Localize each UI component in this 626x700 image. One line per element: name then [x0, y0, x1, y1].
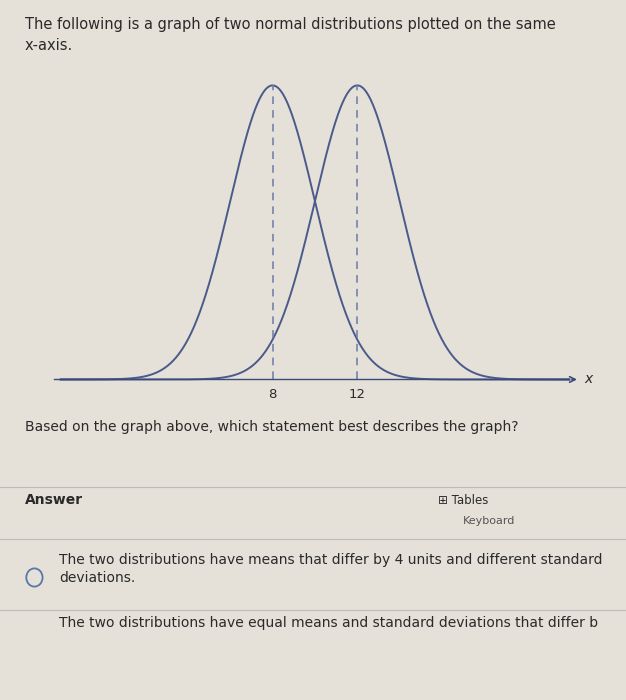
- Text: Answer: Answer: [25, 494, 83, 508]
- Text: Keyboard: Keyboard: [463, 516, 516, 526]
- Text: The following is a graph of two normal distributions plotted on the same
x-axis.: The following is a graph of two normal d…: [25, 18, 556, 53]
- Text: The two distributions have equal means and standard deviations that differ b: The two distributions have equal means a…: [59, 616, 598, 630]
- Text: 12: 12: [349, 389, 366, 401]
- Text: ⊞ Tables: ⊞ Tables: [438, 494, 488, 507]
- Text: 8: 8: [269, 389, 277, 401]
- Text: x: x: [584, 372, 592, 386]
- Text: The two distributions have means that differ by 4 units and different standard
d: The two distributions have means that di…: [59, 553, 603, 585]
- Text: Based on the graph above, which statement best describes the graph?: Based on the graph above, which statemen…: [25, 420, 518, 434]
